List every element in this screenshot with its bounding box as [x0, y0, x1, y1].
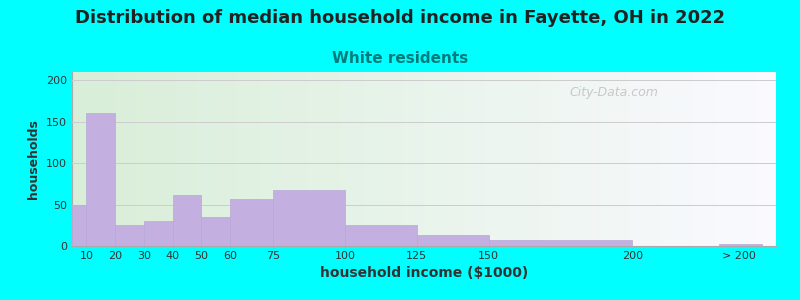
Bar [202, 217, 230, 246]
Y-axis label: households: households [27, 119, 41, 199]
Bar [273, 190, 345, 246]
X-axis label: household income ($1000): household income ($1000) [320, 266, 528, 280]
Bar [86, 113, 115, 246]
Bar [417, 235, 489, 246]
Bar [718, 244, 762, 246]
Bar [489, 240, 632, 246]
Bar [144, 221, 173, 246]
Bar [72, 205, 86, 246]
Bar [345, 225, 417, 246]
Bar [230, 199, 273, 246]
Text: White residents: White residents [332, 51, 468, 66]
Bar [173, 195, 202, 246]
Text: City-Data.com: City-Data.com [570, 86, 658, 99]
Bar [115, 225, 144, 246]
Text: Distribution of median household income in Fayette, OH in 2022: Distribution of median household income … [75, 9, 725, 27]
